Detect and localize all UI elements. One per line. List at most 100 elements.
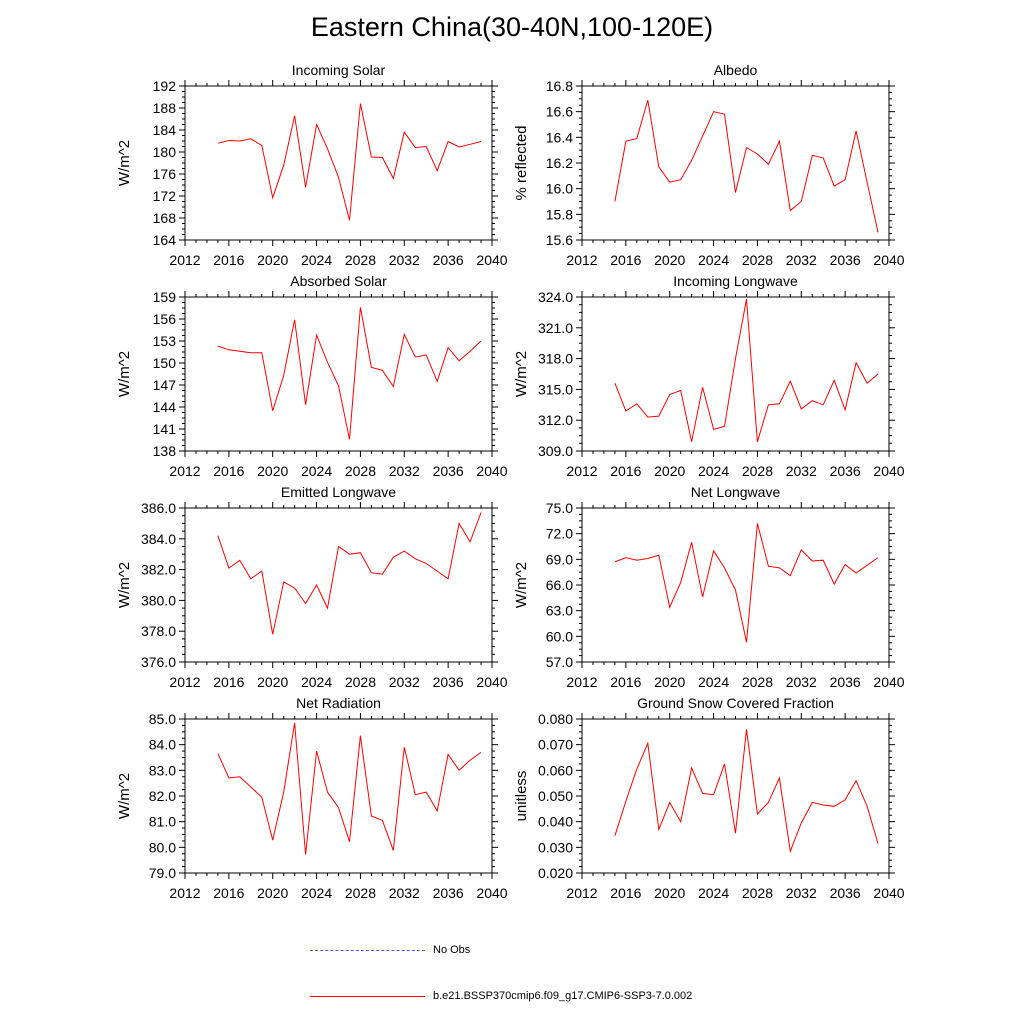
x-tick-label: 2024 — [698, 885, 729, 901]
series-line-incoming-solar — [217, 103, 482, 221]
x-tick-label: 2028 — [345, 252, 376, 268]
panel-title-incoming-solar: Incoming Solar — [292, 62, 386, 78]
x-tick-label: 2032 — [786, 885, 817, 901]
y-tick-label: 378.0 — [141, 623, 176, 639]
y-tick-label: 15.6 — [546, 232, 573, 248]
x-tick-label: 2024 — [301, 463, 332, 479]
x-tick-label: 2028 — [345, 463, 376, 479]
x-tick-label: 2040 — [476, 463, 507, 479]
x-tick-label: 2016 — [213, 463, 244, 479]
y-tick-label: 386.0 — [141, 500, 176, 516]
y-tick-label: 66.0 — [546, 577, 573, 593]
series-line-net-radiation — [217, 722, 482, 855]
y-tick-label: 57.0 — [546, 654, 573, 670]
legend-model-swatch — [310, 995, 425, 997]
y-tick-label: 15.8 — [546, 206, 573, 222]
x-tick-label: 2040 — [476, 252, 507, 268]
x-tick-label: 2020 — [257, 463, 288, 479]
panel-title-incoming-longwave: Incoming Longwave — [673, 273, 798, 289]
y-axis-label-absorbed-solar: W/m^2 — [116, 351, 133, 397]
y-tick-label: 16.8 — [546, 78, 573, 94]
x-tick-label: 2016 — [213, 885, 244, 901]
y-tick-label: 159 — [153, 289, 177, 305]
x-tick-label: 2020 — [654, 885, 685, 901]
y-tick-label: 180 — [153, 144, 177, 160]
y-tick-label: 376.0 — [141, 654, 176, 670]
x-tick-label: 2012 — [566, 885, 597, 901]
x-tick-label: 2020 — [257, 885, 288, 901]
x-tick-label: 2032 — [389, 885, 420, 901]
y-tick-label: 16.6 — [546, 104, 573, 120]
x-tick-label: 2040 — [873, 674, 904, 690]
y-tick-label: 81.0 — [149, 814, 176, 830]
series-line-emitted-longwave — [217, 512, 482, 635]
panel-5: Emitted Longwave W/m^2 2012 2016 2020 2024 202… — [116, 484, 508, 690]
x-tick-label: 2016 — [610, 252, 641, 268]
y-tick-label: 147 — [153, 377, 177, 393]
y-tick-label: 16.4 — [546, 129, 573, 145]
x-tick-label: 2012 — [169, 463, 200, 479]
y-axis-label-incoming-longwave: W/m^2 — [513, 351, 530, 397]
y-tick-label: 312.0 — [538, 412, 573, 428]
x-tick-label: 2020 — [654, 463, 685, 479]
y-tick-label: 82.0 — [149, 788, 176, 804]
y-tick-label: 0.030 — [538, 839, 573, 855]
x-tick-label: 2024 — [301, 885, 332, 901]
x-tick-label: 2032 — [786, 463, 817, 479]
y-tick-label: 188 — [153, 100, 177, 116]
panel-8: Ground Snow Covered Fraction unitless 2012… — [513, 695, 905, 901]
legend-obs-label: No Obs — [433, 944, 471, 956]
y-tick-label: 321.0 — [538, 320, 573, 336]
y-tick-label: 63.0 — [546, 603, 573, 619]
legend-obs-swatch — [310, 949, 425, 951]
x-tick-label: 2012 — [566, 674, 597, 690]
x-tick-label: 2036 — [830, 463, 861, 479]
series-line-absorbed-solar — [217, 307, 482, 440]
x-tick-label: 2036 — [433, 252, 464, 268]
y-axis-label-incoming-solar: W/m^2 — [116, 140, 133, 186]
x-tick-label: 2032 — [389, 674, 420, 690]
x-tick-label: 2028 — [742, 885, 773, 901]
x-tick-label: 2032 — [389, 463, 420, 479]
y-tick-label: 324.0 — [538, 289, 573, 305]
y-tick-label: 176 — [153, 166, 177, 182]
y-tick-label: 382.0 — [141, 562, 176, 578]
y-tick-label: 72.0 — [546, 526, 573, 542]
x-tick-label: 2024 — [301, 674, 332, 690]
panel-1: Incoming Solar W/m^2 2012 2016 2020 2024 2028 2… — [116, 62, 508, 268]
y-tick-label: 0.040 — [538, 814, 573, 830]
y-axis-label-albedo: % reflected — [513, 125, 530, 200]
x-tick-label: 2012 — [169, 885, 200, 901]
x-tick-label: 2028 — [345, 885, 376, 901]
legend-model: b.e21.BSSP370cmip6.f09_g17.CMIP6-SSP3-7.… — [310, 988, 692, 1004]
x-tick-label: 2020 — [257, 252, 288, 268]
y-tick-label: 309.0 — [538, 443, 573, 459]
y-axis-label-net-longwave: W/m^2 — [513, 562, 530, 608]
y-tick-label: 184 — [153, 122, 177, 138]
y-tick-label: 83.0 — [149, 762, 176, 778]
y-tick-label: 16.0 — [546, 181, 573, 197]
x-tick-label: 2036 — [433, 463, 464, 479]
y-tick-label: 85.0 — [149, 711, 176, 727]
y-tick-label: 164 — [153, 232, 177, 248]
x-tick-label: 2028 — [742, 674, 773, 690]
panel-title-albedo: Albedo — [714, 62, 758, 78]
panel-title-absorbed-solar: Absorbed Solar — [290, 273, 387, 289]
x-tick-label: 2016 — [610, 674, 641, 690]
x-tick-label: 2028 — [345, 674, 376, 690]
series-line-incoming-longwave — [614, 299, 879, 442]
panel-3: Absorbed Solar W/m^2 2012 2016 2020 2024 2028 2… — [116, 273, 508, 479]
y-tick-label: 315.0 — [538, 381, 573, 397]
panel-title-emitted-longwave: Emitted Longwave — [281, 484, 396, 500]
x-tick-label: 2040 — [476, 885, 507, 901]
plot-frame-net-radiation — [184, 718, 493, 874]
y-tick-label: 0.050 — [538, 788, 573, 804]
series-line-net-longwave — [614, 523, 879, 643]
x-tick-label: 2028 — [742, 463, 773, 479]
x-tick-label: 2020 — [654, 252, 685, 268]
x-tick-label: 2024 — [698, 463, 729, 479]
x-tick-label: 2012 — [566, 463, 597, 479]
legend-obs: No Obs — [310, 942, 470, 958]
y-tick-label: 192 — [153, 78, 177, 94]
